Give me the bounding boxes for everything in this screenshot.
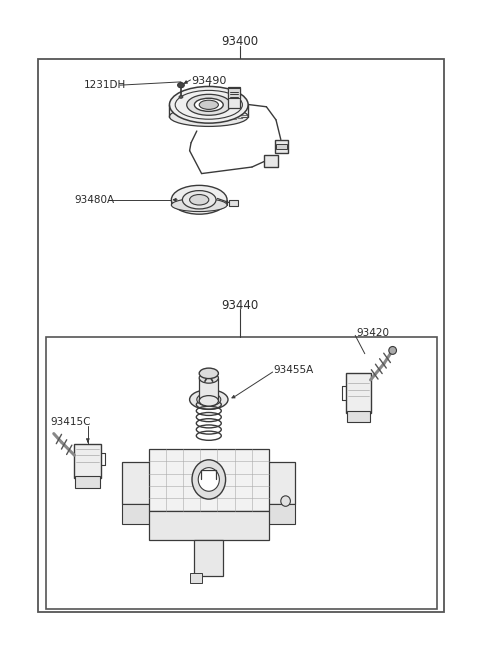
Ellipse shape: [198, 468, 219, 491]
Ellipse shape: [187, 94, 231, 115]
Bar: [346, 373, 371, 413]
Polygon shape: [122, 504, 151, 524]
Polygon shape: [149, 449, 269, 511]
Ellipse shape: [199, 373, 218, 383]
Bar: [75, 476, 100, 488]
Polygon shape: [266, 462, 295, 504]
Ellipse shape: [199, 396, 218, 406]
Bar: [347, 411, 370, 422]
Text: 93480A: 93480A: [74, 195, 115, 205]
Polygon shape: [266, 504, 295, 524]
Ellipse shape: [178, 83, 184, 88]
Text: 93455A: 93455A: [274, 365, 314, 375]
Ellipse shape: [197, 393, 221, 406]
Text: 1231DH: 1231DH: [84, 80, 126, 90]
Bar: [276, 144, 287, 149]
Text: 93400: 93400: [221, 35, 259, 48]
Bar: [264, 155, 278, 167]
Ellipse shape: [169, 86, 248, 123]
Polygon shape: [149, 511, 269, 540]
Ellipse shape: [190, 390, 228, 409]
Bar: [228, 88, 240, 98]
Bar: [46, 337, 437, 609]
Ellipse shape: [281, 496, 290, 506]
Ellipse shape: [199, 368, 218, 379]
Ellipse shape: [171, 198, 227, 212]
Text: 93440: 93440: [221, 299, 259, 312]
Bar: [199, 378, 218, 401]
Bar: [74, 444, 101, 478]
Polygon shape: [194, 540, 223, 576]
Ellipse shape: [190, 195, 209, 205]
Bar: [38, 59, 444, 612]
Ellipse shape: [182, 191, 216, 209]
Ellipse shape: [171, 185, 227, 214]
Polygon shape: [122, 462, 151, 504]
Ellipse shape: [389, 346, 396, 354]
Text: 93420: 93420: [356, 328, 389, 338]
Bar: [275, 140, 288, 153]
Polygon shape: [190, 573, 202, 583]
Ellipse shape: [194, 98, 223, 111]
Bar: [229, 200, 238, 206]
Ellipse shape: [179, 96, 183, 98]
Text: 93490: 93490: [191, 75, 227, 86]
Ellipse shape: [192, 460, 226, 499]
Ellipse shape: [169, 107, 248, 126]
Bar: [228, 87, 240, 108]
Text: 93415C: 93415C: [51, 417, 91, 428]
Ellipse shape: [199, 100, 218, 109]
